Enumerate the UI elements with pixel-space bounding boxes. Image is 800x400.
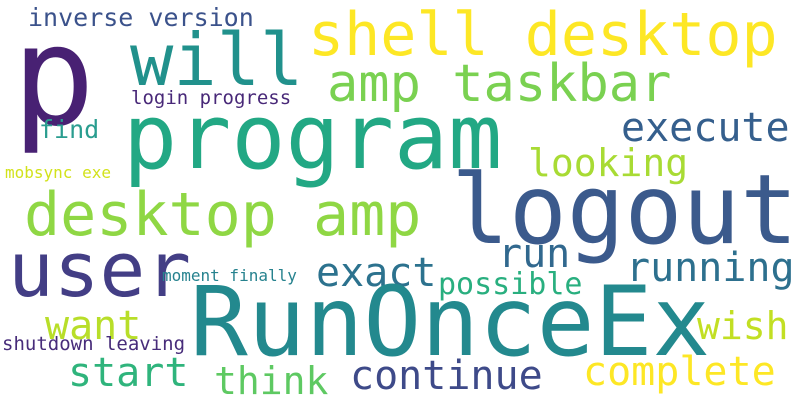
word-start: start xyxy=(68,350,189,396)
word-desktop-amp: desktop amp xyxy=(24,180,422,250)
word-looking: looking xyxy=(528,141,689,185)
word-program: program xyxy=(123,85,503,190)
word-shell-desktop: shell desktop xyxy=(308,0,778,70)
word-find: find xyxy=(39,115,100,144)
word-complete: complete xyxy=(583,349,776,395)
word-amp-taskbar: amp taskbar xyxy=(327,54,672,114)
word-execute: execute xyxy=(621,105,790,151)
word-think: think xyxy=(214,359,329,400)
word-shutdown-leaving: shutdown leaving xyxy=(2,333,186,355)
word-want: want xyxy=(45,303,142,349)
word-moment-finally: moment finally xyxy=(162,266,297,285)
word-login-progress: login progress xyxy=(131,87,292,109)
word-possible: possible xyxy=(438,267,583,302)
word-continue: continue xyxy=(350,353,543,399)
word-wish: wish xyxy=(697,304,789,348)
word-mobsync-exe: mobsync exe xyxy=(5,163,111,182)
word-inverse-version: inverse version xyxy=(28,3,254,32)
word-logout: logout xyxy=(451,154,798,266)
word-will: will xyxy=(130,18,304,102)
word-runonceex: RunOnceEx xyxy=(190,266,711,378)
word-p: p xyxy=(12,0,96,157)
word-user: user xyxy=(8,225,192,314)
word-running: running xyxy=(626,245,795,291)
word-exact: exact xyxy=(316,250,437,296)
word-run: run xyxy=(498,231,571,277)
